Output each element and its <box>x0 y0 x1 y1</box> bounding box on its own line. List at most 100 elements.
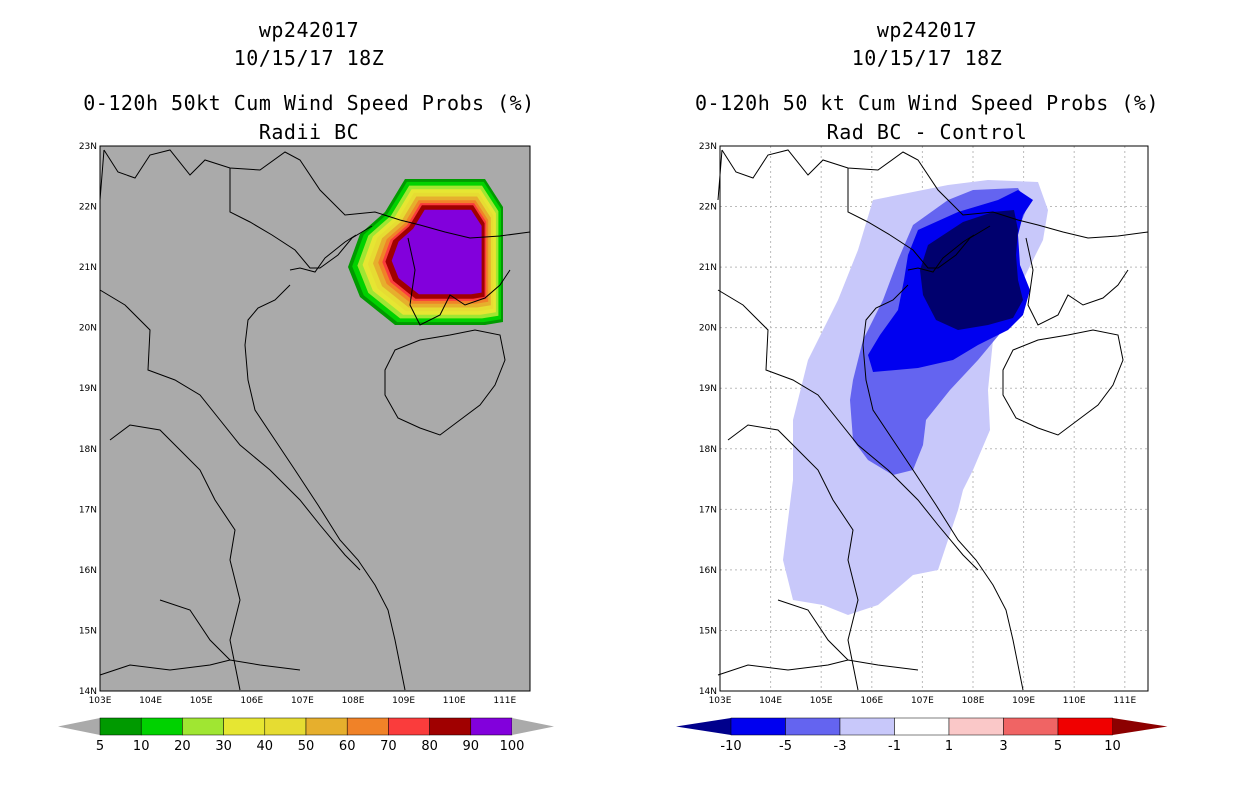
colorbar-label: 60 <box>339 739 356 754</box>
coastlines <box>99 149 531 691</box>
colorbar-low-end <box>58 718 100 735</box>
colorbar-swatch-4 <box>948 717 1004 736</box>
lon-tick-110E: 110E <box>1063 696 1086 706</box>
right-subtitle: Rad BC - Control <box>826 120 1028 144</box>
lat-tick-22N: 22N <box>79 203 97 213</box>
colorbar-swatch-6 <box>346 717 389 736</box>
colorbar-label: -1 <box>888 739 901 754</box>
lat-tick-17N: 17N <box>699 505 717 515</box>
lat-tick-23N: 23N <box>699 142 717 152</box>
colorbar-label: 70 <box>380 739 397 754</box>
lon-tick-109E: 109E <box>392 696 415 706</box>
colorbar-label: 90 <box>463 739 480 754</box>
colorbar-low-end <box>676 718 731 735</box>
lon-tick-103E: 103E <box>89 696 112 706</box>
right-panel: wp242017 10/15/17 18Z 0-120h 50 kt Cum W… <box>618 0 1236 800</box>
colorbar-label: 10 <box>1104 739 1121 754</box>
colorbar-label: 5 <box>96 739 104 754</box>
right-datetime: 10/15/17 18Z <box>851 46 1003 70</box>
lat-tick-15N: 15N <box>79 626 97 636</box>
lat-tick-21N: 21N <box>79 263 97 273</box>
colorbar-high-end <box>1112 718 1168 735</box>
lon-tick-110E: 110E <box>443 696 466 706</box>
lon-tick-108E: 108E <box>962 696 985 706</box>
lat-tick-17N: 17N <box>79 505 97 515</box>
map-frame <box>719 145 1149 692</box>
colorbar-swatch-1 <box>140 717 183 736</box>
colorbar-label: 3 <box>999 739 1007 754</box>
lat-tick-20N: 20N <box>79 324 97 334</box>
left-chart-title: 0-120h 50kt Cum Wind Speed Probs (%) <box>83 91 535 115</box>
lat-tick-labels: 14N 15N 16N 17N 18N 19N 20N 21N 22N 23N <box>79 142 97 697</box>
lat-tick-19N: 19N <box>699 384 717 394</box>
colorbar-label: 50 <box>298 739 315 754</box>
colorbar-swatch-2 <box>182 717 224 736</box>
colorbar-label: 20 <box>174 739 191 754</box>
lon-tick-108E: 108E <box>342 696 365 706</box>
colorbar-label: 10 <box>133 739 150 754</box>
lat-tick-19N: 19N <box>79 384 97 394</box>
wind-prob-contours <box>348 179 503 325</box>
lat-tick-16N: 16N <box>699 566 717 576</box>
lon-tick-105E: 105E <box>190 696 213 706</box>
colorbar-swatch-6 <box>1057 717 1113 736</box>
lon-tick-107E: 107E <box>911 696 934 706</box>
left-datetime: 10/15/17 18Z <box>233 46 385 70</box>
colorbar-swatch-5 <box>1003 717 1059 736</box>
lon-tick-105E: 105E <box>810 696 833 706</box>
lon-tick-106E: 106E <box>860 696 883 706</box>
right-storm-id: wp242017 <box>876 18 978 42</box>
lon-tick-104E: 104E <box>139 696 162 706</box>
colorbar-swatch-1 <box>785 717 841 736</box>
colorbar-label: 100 <box>500 739 525 754</box>
lon-tick-104E: 104E <box>759 696 782 706</box>
lat-tick-21N: 21N <box>699 263 717 273</box>
colorbar-swatch-0 <box>99 717 142 736</box>
lon-tick-103E: 103E <box>709 696 732 706</box>
lat-tick-22N: 22N <box>699 203 717 213</box>
lat-tick-labels: 14N 15N 16N 17N 18N 19N 20N 21N 22N 23N <box>699 142 717 697</box>
colorbar-swatch-3 <box>894 717 950 736</box>
lon-tick-109E: 109E <box>1012 696 1035 706</box>
map-frame <box>99 145 531 692</box>
lon-tick-111E: 111E <box>1113 696 1136 706</box>
colorbar-label: 30 <box>215 739 232 754</box>
lon-tick-107E: 107E <box>291 696 314 706</box>
left-storm-id: wp242017 <box>258 18 360 42</box>
colorbar-swatch-4 <box>264 717 307 736</box>
lat-tick-14N: 14N <box>79 687 97 697</box>
right-colorbar: -10 -5 -3 -1 1 3 5 10 <box>676 717 1168 754</box>
colorbar-label: 80 <box>421 739 438 754</box>
colorbar-label: -10 <box>720 739 741 754</box>
left-panel: wp242017 10/15/17 18Z 0-120h 50kt Cum Wi… <box>58 18 554 754</box>
colorbar-swatch-7 <box>388 717 430 736</box>
colorbar-label: 40 <box>257 739 274 754</box>
right-chart-title: 0-120h 50 kt Cum Wind Speed Probs (%) <box>694 91 1160 115</box>
colorbar-swatch-9 <box>470 717 513 736</box>
lon-tick-106E: 106E <box>240 696 263 706</box>
lat-tick-18N: 18N <box>79 445 97 455</box>
colorbar-swatch-0 <box>730 717 786 736</box>
colorbar-swatch-2 <box>839 717 895 736</box>
diff-contours <box>783 180 1048 615</box>
lat-tick-16N: 16N <box>79 566 97 576</box>
colorbar-swatch-3 <box>223 717 266 736</box>
left-colorbar: 5 10 20 30 40 50 60 70 80 90 100 <box>58 717 554 754</box>
lon-tick-111E: 111E <box>493 696 516 706</box>
lon-tick-labels: 103E 104E 105E 106E 107E 108E 109E 110E 111E <box>89 696 517 706</box>
diff-level-4 <box>920 210 1023 330</box>
colorbar-high-end <box>512 718 554 735</box>
lat-tick-18N: 18N <box>699 445 717 455</box>
lat-tick-14N: 14N <box>699 687 717 697</box>
lat-tick-23N: 23N <box>79 142 97 152</box>
colorbar-label: 5 <box>1054 739 1062 754</box>
left-subtitle: Radii BC <box>258 120 360 144</box>
colorbar-label: 1 <box>945 739 953 754</box>
lat-tick-20N: 20N <box>699 324 717 334</box>
lon-tick-labels: 103E 104E 105E 106E 107E 108E 109E 110E 111E <box>709 696 1137 706</box>
colorbar-swatch-8 <box>429 717 472 736</box>
colorbar-label: -5 <box>779 739 792 754</box>
lat-tick-15N: 15N <box>699 626 717 636</box>
